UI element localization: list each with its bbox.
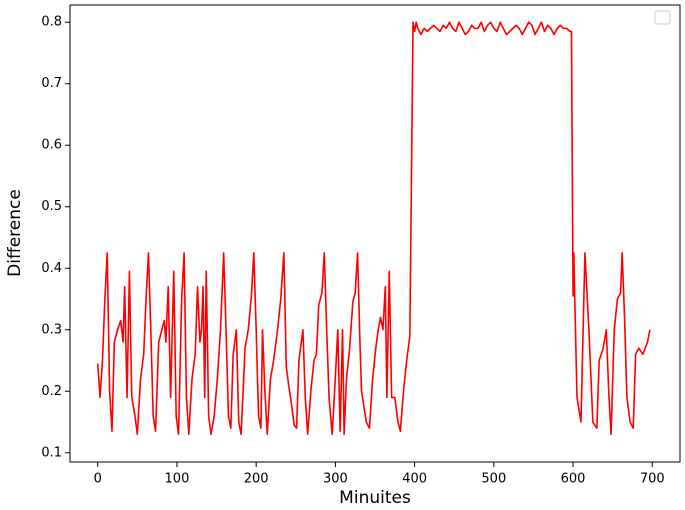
- x-tick-label: 600: [561, 472, 586, 487]
- y-tick-label: 0.8: [41, 15, 62, 30]
- x-tick-label: 400: [402, 472, 427, 487]
- y-tick-label: 0.6: [41, 138, 62, 153]
- y-tick-label: 0.2: [41, 384, 62, 399]
- y-tick-label: 0.4: [41, 261, 62, 276]
- x-tick-label: 500: [481, 472, 506, 487]
- y-axis-label: Difference: [5, 189, 25, 277]
- y-tick-label: 0.7: [41, 76, 62, 91]
- y-tick-label: 0.1: [41, 445, 62, 460]
- legend-box: [654, 10, 671, 25]
- x-tick-label: 200: [244, 472, 269, 487]
- axes-frame: [69, 4, 681, 463]
- x-tick-label: 100: [165, 472, 190, 487]
- x-tick-label: 0: [94, 472, 102, 487]
- x-axis-label: Minuites: [339, 488, 411, 508]
- x-tick-label: 700: [640, 472, 665, 487]
- x-tick-label: 300: [323, 472, 348, 487]
- y-tick-label: 0.5: [41, 199, 62, 214]
- data-line: [96, 21, 651, 436]
- y-tick-label: 0.3: [41, 322, 62, 337]
